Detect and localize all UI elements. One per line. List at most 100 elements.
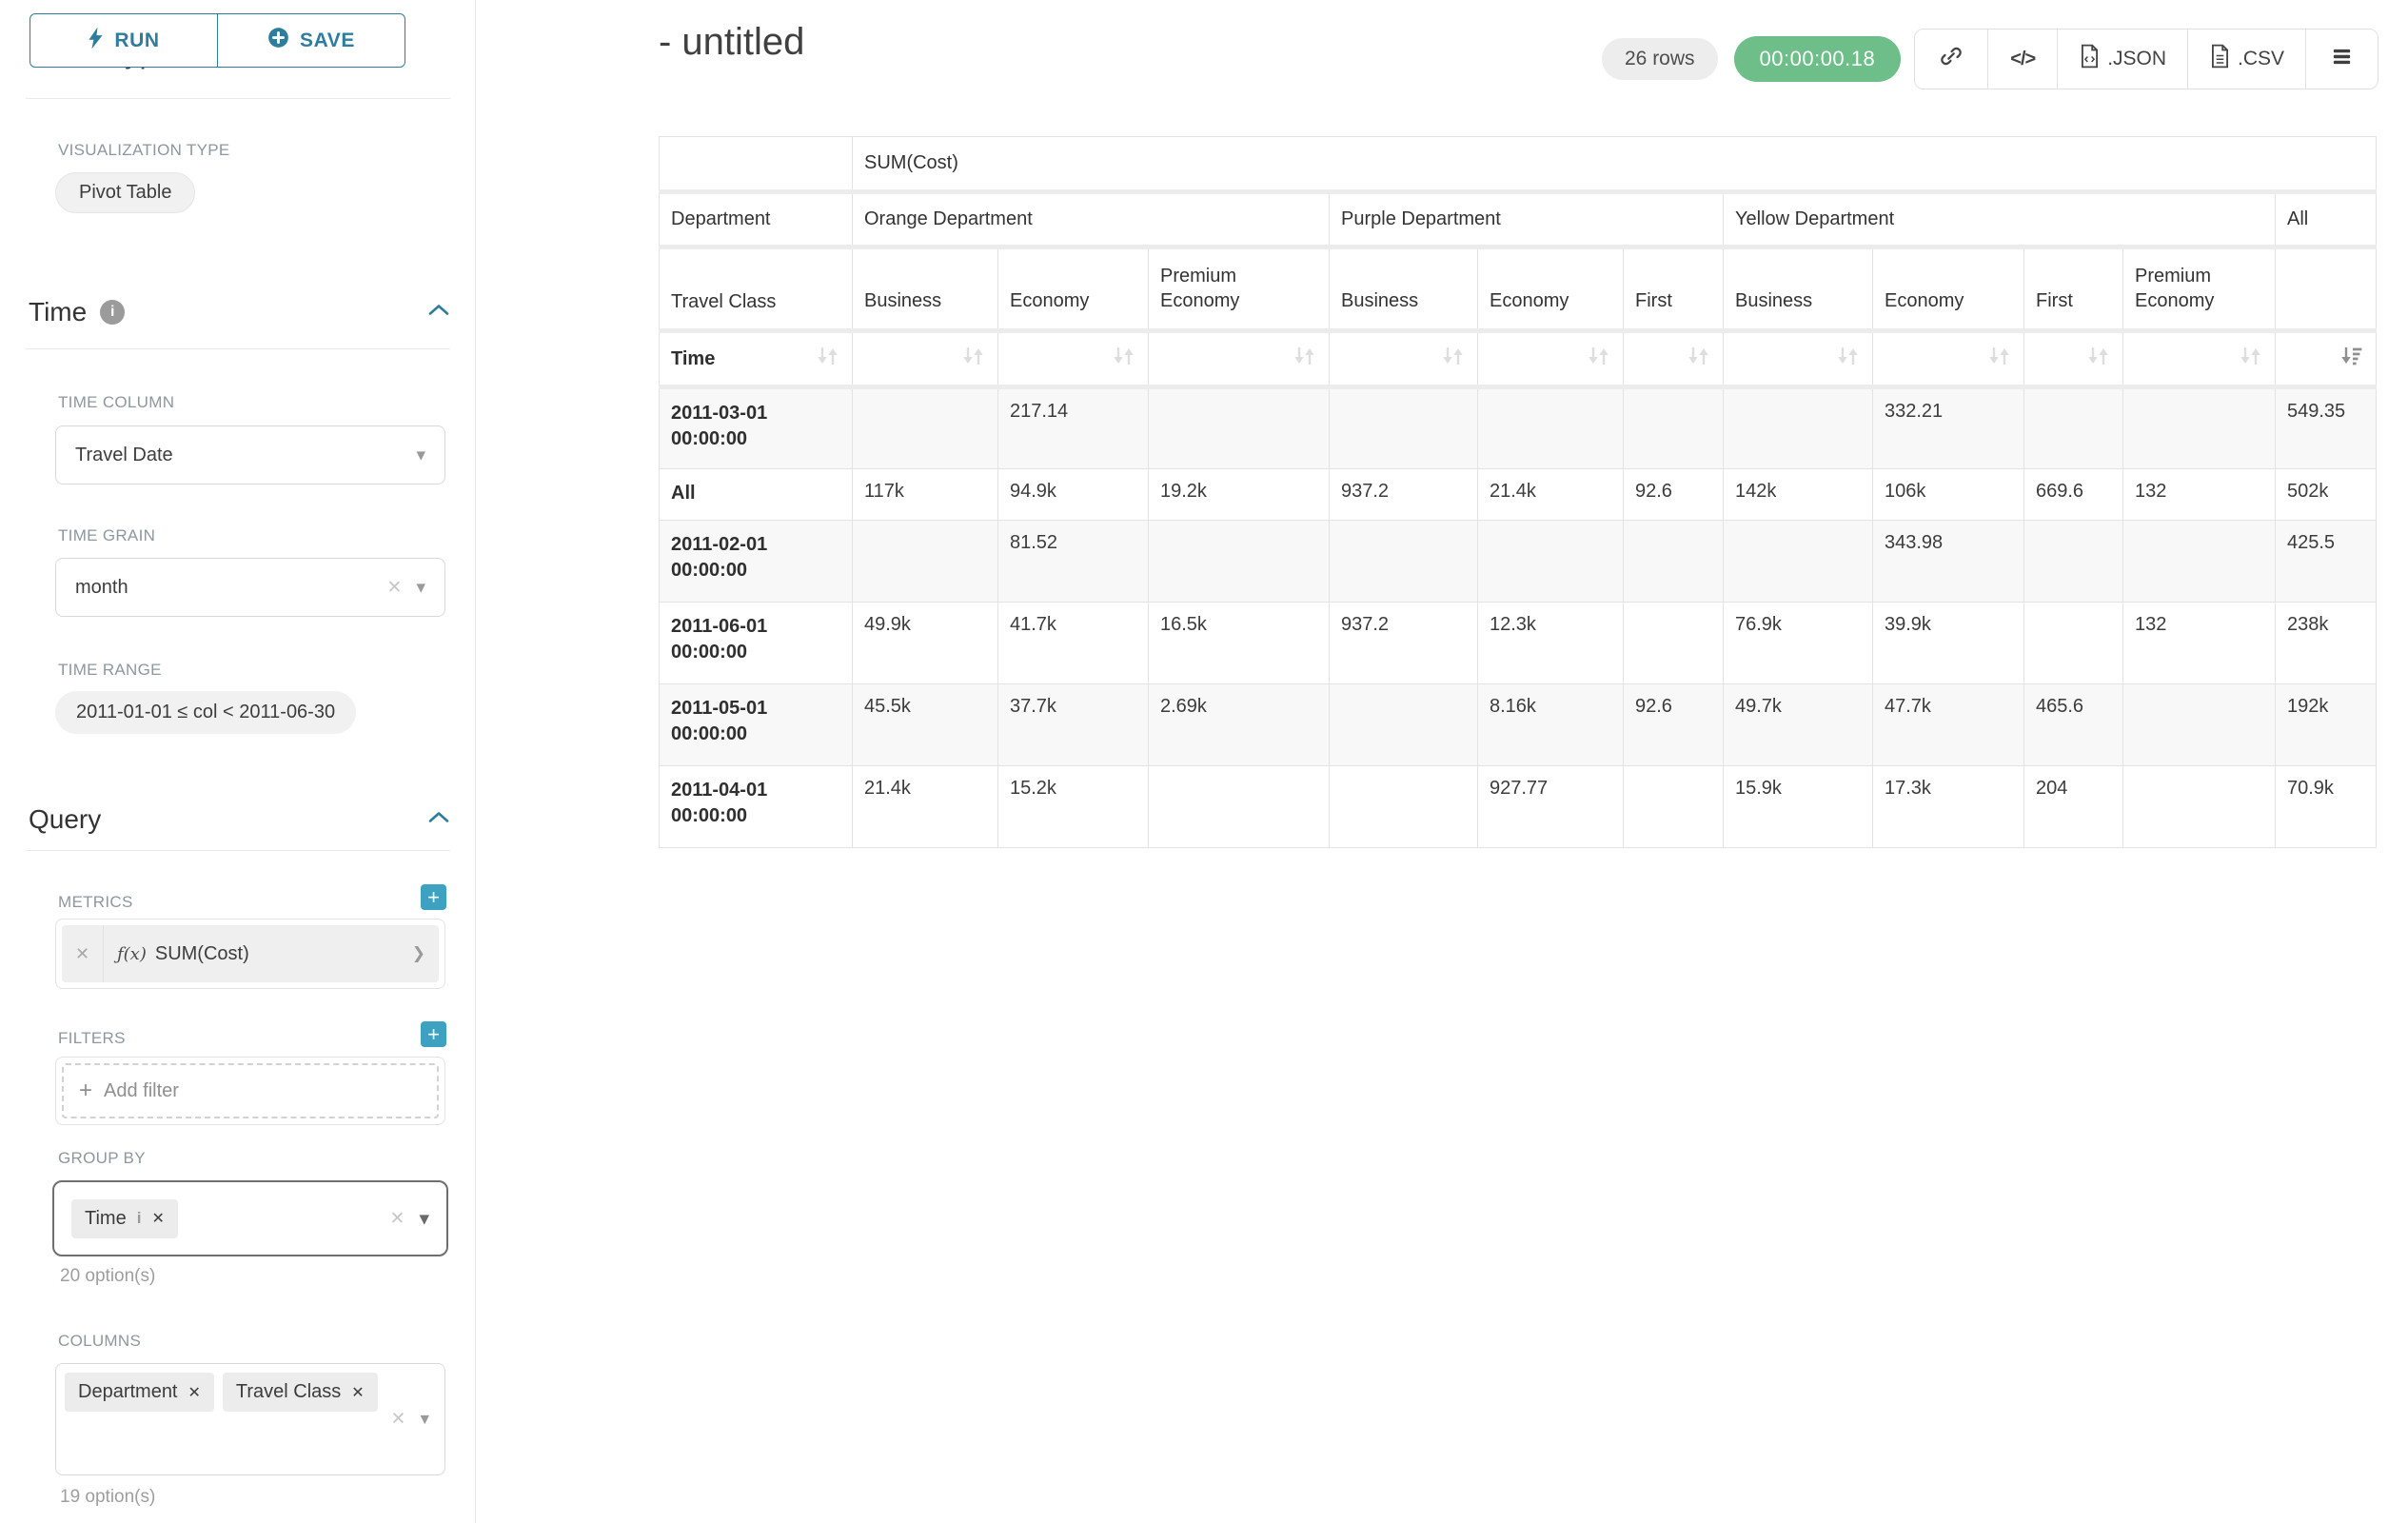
sort-icon[interactable] xyxy=(816,345,840,373)
tag-label: Time xyxy=(85,1207,127,1229)
run-save-button-group: RUN SAVE xyxy=(30,13,405,68)
menu-button[interactable] xyxy=(2306,30,2378,89)
pivot-cell: 70.9k xyxy=(2275,765,2377,848)
pivot-cell: 106k xyxy=(1872,468,2024,521)
pivot-cell: 16.5k xyxy=(1148,602,1330,684)
remove-tag-icon[interactable]: ✕ xyxy=(151,1211,165,1227)
sort-cell[interactable] xyxy=(852,330,998,389)
chevron-right-icon[interactable]: ❯ xyxy=(411,944,425,962)
export-json-button[interactable]: .JSON xyxy=(2058,30,2189,89)
save-button[interactable]: SAVE xyxy=(217,13,405,68)
group-header: Orange Department xyxy=(852,191,1330,249)
pivot-cell xyxy=(2122,765,2276,848)
add-filter-button[interactable]: + Add filter xyxy=(62,1063,439,1118)
pivot-cell xyxy=(2122,520,2276,603)
chart-title[interactable]: - untitled xyxy=(659,21,805,63)
corner-cell xyxy=(659,136,853,194)
hamburger-icon xyxy=(2331,47,2353,72)
sort-cell[interactable] xyxy=(1872,330,2024,389)
sort-icon[interactable] xyxy=(2239,345,2263,373)
time-column-select[interactable]: Travel Date ▾ xyxy=(55,425,445,485)
pivot-cell: 12.3k xyxy=(1477,602,1624,684)
sort-cell[interactable] xyxy=(1477,330,1624,389)
sort-cell[interactable] xyxy=(2122,330,2276,389)
sort-icon[interactable] xyxy=(1293,345,1317,373)
pivot-cell xyxy=(1329,683,1478,766)
viz-type-pill[interactable]: Pivot Table xyxy=(55,172,196,213)
row-label: 2011-02-01 00:00:00 xyxy=(659,520,853,603)
time-section-title: Time xyxy=(29,297,88,326)
sort-icon[interactable] xyxy=(1441,345,1466,373)
clear-icon[interactable]: ✕ xyxy=(390,1409,406,1430)
sort-cell[interactable] xyxy=(997,330,1149,389)
group-by-tag-time[interactable]: Time i ✕ xyxy=(71,1198,178,1238)
time-grain-value: month xyxy=(75,576,128,598)
run-button[interactable]: RUN xyxy=(30,13,218,68)
add-metric-button[interactable]: + xyxy=(421,884,446,910)
remove-tag-icon[interactable]: ✕ xyxy=(188,1384,201,1401)
remove-metric-icon[interactable]: ✕ xyxy=(62,925,104,982)
clear-icon[interactable]: ✕ xyxy=(386,577,403,598)
time-sort-cell[interactable]: Time xyxy=(659,330,853,389)
time-grain-select[interactable]: month ✕ ▾ xyxy=(55,558,445,617)
embed-code-button[interactable]: </> xyxy=(1988,30,2059,89)
pivot-cell: 49.9k xyxy=(852,602,998,684)
row-count-badge: 26 rows xyxy=(1602,38,1718,80)
sort-cell[interactable] xyxy=(1623,330,1724,389)
sort-cell[interactable] xyxy=(1329,330,1478,389)
pivot-cell xyxy=(1723,520,1873,603)
share-link-button[interactable] xyxy=(1915,30,1989,89)
sort-descending-icon[interactable] xyxy=(2339,345,2364,373)
control-panel: Chart Type RUN SAVE VISUALIZATION TYPE P… xyxy=(0,0,476,1523)
chevron-up-icon[interactable] xyxy=(427,810,450,829)
time-range-pill[interactable]: 2011-01-01 ≤ col < 2011-06-30 xyxy=(55,691,357,734)
pivot-cell: 142k xyxy=(1723,468,1873,521)
pivot-cell xyxy=(1148,520,1330,603)
pivot-cell xyxy=(1623,386,1724,469)
pivot-cell: 21.4k xyxy=(852,765,998,848)
class-header: Economy xyxy=(1872,247,2024,333)
group-header: Purple Department xyxy=(1329,191,1724,249)
pivot-cell: 425.5 xyxy=(2275,520,2377,603)
time-grain-label: TIME GRAIN xyxy=(58,526,156,544)
remove-tag-icon[interactable]: ✕ xyxy=(351,1384,365,1401)
sort-icon[interactable] xyxy=(1836,345,1861,373)
sort-icon[interactable] xyxy=(1587,345,1611,373)
pivot-cell: 41.7k xyxy=(997,602,1149,684)
pivot-cell: 81.52 xyxy=(997,520,1149,603)
pivot-cell xyxy=(2023,602,2123,684)
info-icon: i xyxy=(136,1209,142,1227)
sort-icon[interactable] xyxy=(2086,345,2111,373)
sort-icon[interactable] xyxy=(1112,345,1136,373)
metrics-field[interactable]: ✕ ƒ(x) SUM(Cost) ❯ xyxy=(55,919,445,989)
pivot-cell: 21.4k xyxy=(1477,468,1624,521)
sort-cell[interactable] xyxy=(1723,330,1873,389)
pivot-cell: 502k xyxy=(2275,468,2377,521)
sort-cell[interactable] xyxy=(1148,330,1330,389)
sort-icon[interactable] xyxy=(1987,345,2012,373)
pivot-cell xyxy=(2122,683,2276,766)
code-icon: </> xyxy=(2010,48,2036,69)
chevron-up-icon[interactable] xyxy=(427,303,450,322)
pivot-cell: 238k xyxy=(2275,602,2377,684)
group-header: All xyxy=(2275,191,2377,249)
metric-pill[interactable]: ✕ ƒ(x) SUM(Cost) ❯ xyxy=(62,925,439,982)
add-filter-plus-button[interactable]: + xyxy=(421,1021,446,1047)
table-row: 2011-06-01 00:00:00 49.9k 41.7k 16.5k 93… xyxy=(659,602,2377,684)
plus-circle-icon xyxy=(267,27,289,54)
csv-file-icon xyxy=(2209,44,2231,74)
pivot-cell: 937.2 xyxy=(1329,602,1478,684)
sort-cell[interactable] xyxy=(2023,330,2123,389)
sort-icon[interactable] xyxy=(961,345,986,373)
sort-icon[interactable] xyxy=(1687,345,1711,373)
export-csv-button[interactable]: .CSV xyxy=(2188,30,2307,89)
columns-tag-travel-class[interactable]: Travel Class ✕ xyxy=(222,1373,378,1412)
columns-select[interactable]: Department ✕ Travel Class ✕ ✕ ▾ xyxy=(55,1363,445,1475)
clear-icon[interactable]: ✕ xyxy=(389,1208,405,1229)
class-header: Business xyxy=(852,247,998,333)
group-by-select[interactable]: Time i ✕ ✕ ▾ xyxy=(52,1180,448,1256)
table-row: 2011-02-01 00:00:00 81.52 343.98 425.5 xyxy=(659,520,2377,603)
class-header: First xyxy=(1623,247,1724,333)
sort-cell-active[interactable] xyxy=(2275,330,2377,389)
columns-tag-department[interactable]: Department ✕ xyxy=(65,1373,214,1412)
